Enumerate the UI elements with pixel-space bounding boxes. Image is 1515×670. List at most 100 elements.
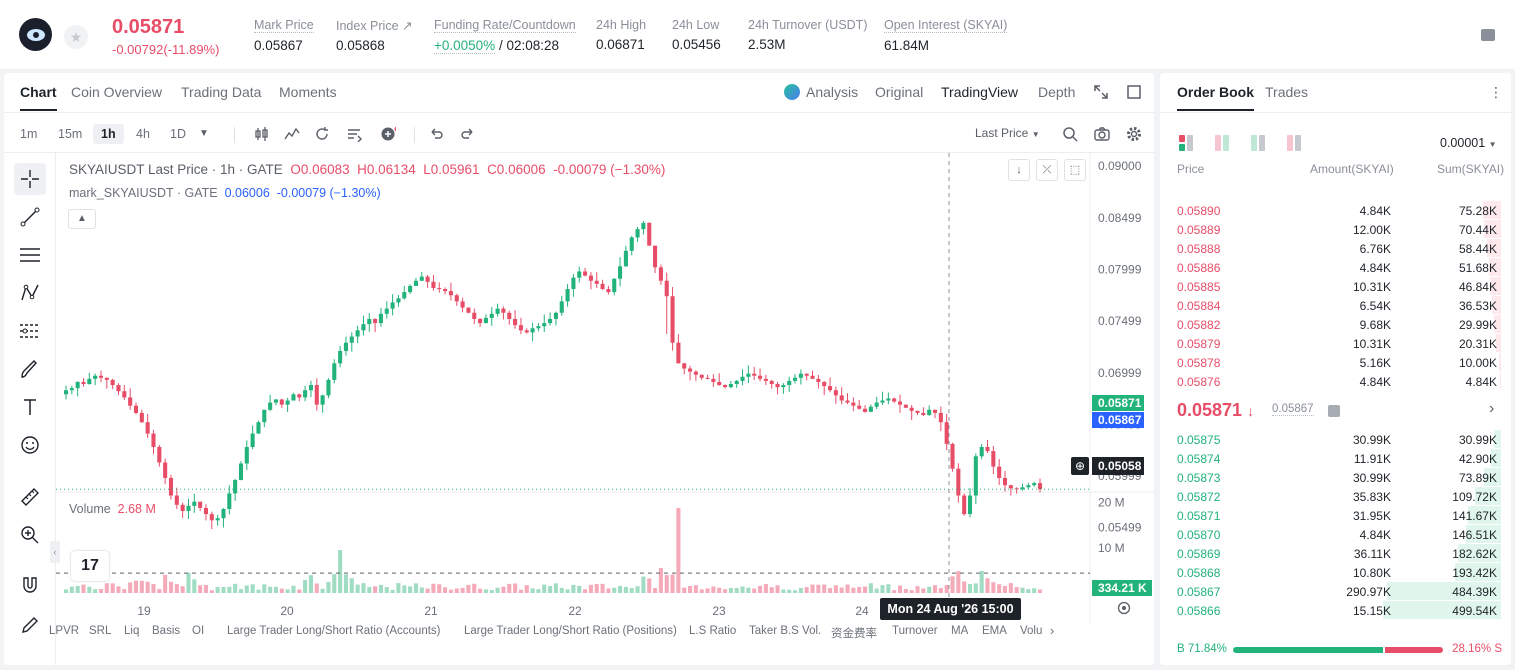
bid-row[interactable]: 0.05872 35.83K 109.72K — [1160, 487, 1511, 506]
indicator-srl[interactable]: SRL — [89, 625, 112, 637]
bid-row[interactable]: 0.05869 36.11K 182.62K — [1160, 544, 1511, 563]
notebook-icon[interactable] — [1481, 29, 1495, 41]
ruler-tool[interactable] — [14, 481, 46, 513]
view-both-icon[interactable] — [1179, 135, 1195, 151]
indicator-large-trader-positions[interactable]: Large Trader Long/Short Ratio (Positions… — [464, 625, 677, 637]
view-tradingview[interactable]: TradingView — [941, 84, 1019, 100]
chevron-right-icon[interactable]: › — [1050, 623, 1055, 638]
zoom-tool[interactable] — [14, 519, 46, 551]
indicator-liq[interactable]: Liq — [124, 625, 140, 637]
ask-row[interactable]: 0.05879 10.31K 20.31K — [1160, 334, 1511, 353]
brush-tool[interactable] — [14, 353, 46, 385]
tab-moments[interactable]: Moments — [279, 84, 337, 100]
ask-row[interactable]: 0.05889 12.00K 70.44K — [1160, 220, 1511, 239]
text-tool[interactable] — [14, 391, 46, 423]
timeframe-1m[interactable]: 1m — [20, 127, 38, 141]
more-vertical-icon[interactable]: ⋮ — [1489, 84, 1503, 100]
bid-row[interactable]: 0.05867 290.97K 484.39K — [1160, 582, 1511, 601]
redo-icon[interactable] — [460, 126, 476, 142]
price-source-dropdown[interactable]: Last Price ▼ — [975, 126, 1040, 140]
crosshair-tool[interactable] — [14, 163, 46, 195]
view-asks-icon[interactable] — [1287, 135, 1303, 151]
replay-icon[interactable] — [314, 126, 330, 142]
emoji-tool[interactable] — [14, 429, 46, 461]
bid-row[interactable]: 0.05874 11.91K 42.90K — [1160, 449, 1511, 468]
add-indicator-icon[interactable] — [380, 126, 396, 142]
bid-row[interactable]: 0.05866 15.15K 499.54K — [1160, 601, 1511, 620]
indicators-icon[interactable] — [284, 126, 300, 142]
precision-select[interactable]: 0.00001 ▼ — [1440, 136, 1497, 150]
collapse-button[interactable]: ⤫ — [1036, 159, 1058, 181]
indicator-ema[interactable]: EMA — [982, 625, 1007, 637]
timeframe-15m[interactable]: 15m — [58, 127, 83, 141]
candle-type-icon[interactable] — [254, 126, 270, 142]
view-original[interactable]: Original — [875, 84, 924, 100]
ask-row[interactable]: 0.05886 4.84K 51.68K — [1160, 258, 1511, 277]
search-icon[interactable] — [1062, 126, 1078, 142]
bid-row[interactable]: 0.05873 30.99K 73.89K — [1160, 468, 1511, 487]
bid-row[interactable]: 0.05868 10.80K 193.42K — [1160, 563, 1511, 582]
view-analysis[interactable]: Analysis — [806, 84, 859, 100]
candle-body — [612, 278, 617, 293]
view-bids-icon[interactable] — [1251, 135, 1267, 151]
ask-row[interactable]: 0.05885 10.31K 46.84K — [1160, 277, 1511, 296]
favorite-star-icon[interactable]: ★ — [64, 25, 88, 49]
view-depth[interactable]: Depth — [1038, 84, 1076, 100]
indicator-turnover[interactable]: Turnover — [892, 625, 938, 637]
edit-tool[interactable] — [14, 609, 46, 641]
settings-circle-icon[interactable] — [1117, 601, 1131, 615]
bid-row[interactable]: 0.05870 4.84K 146.51K — [1160, 525, 1511, 544]
indicator-ma[interactable]: MA — [951, 625, 969, 637]
view-split-icon[interactable] — [1215, 135, 1231, 151]
fullscreen-button[interactable]: ⬚ — [1064, 159, 1086, 181]
tab-coin-overview[interactable]: Coin Overview — [71, 84, 163, 100]
tab-chart[interactable]: Chart — [20, 84, 57, 111]
magnet-tool[interactable] — [14, 569, 46, 601]
volume-bar — [886, 584, 891, 593]
stat-funding-rate: Funding Rate/Countdown +0.0050% / 02:08:… — [434, 18, 576, 54]
indicator-lpvr[interactable]: LPVR — [49, 625, 80, 637]
indicator-basis[interactable]: Basis — [152, 625, 181, 637]
pattern-tool[interactable] — [14, 277, 46, 309]
timeframe-1h[interactable]: 1h — [93, 124, 124, 144]
chevron-right-icon[interactable]: › — [1489, 400, 1495, 417]
ask-row[interactable]: 0.05888 6.76K 58.44K — [1160, 239, 1511, 258]
gear-icon[interactable] — [1126, 126, 1142, 142]
indicator-taker-vol[interactable]: Taker B.S Vol. — [749, 625, 822, 637]
sidebar-collapse-icon[interactable]: ‹ — [50, 541, 60, 563]
window-icon[interactable] — [1127, 85, 1141, 99]
bid-row[interactable]: 0.05871 31.95K 141.67K — [1160, 506, 1511, 525]
indicator-oi[interactable]: OI — [192, 625, 205, 637]
forecast-tool[interactable] — [14, 315, 46, 347]
timeframe-dropdown-icon[interactable]: ▼ — [199, 128, 209, 139]
legend-collapse-button[interactable]: ▲ — [68, 209, 96, 229]
fib-tool[interactable] — [14, 239, 46, 271]
tab-trades[interactable]: Trades — [1265, 84, 1309, 100]
candle-body — [787, 380, 792, 386]
candlestick-chart[interactable]: 0.090000.084990.079990.074990.069990.064… — [56, 153, 1154, 623]
indicator-funding-rate[interactable]: 资金费率 — [831, 628, 877, 640]
tab-trading-data[interactable]: Trading Data — [181, 84, 262, 100]
scroll-down-button[interactable]: ↓ — [1008, 159, 1030, 181]
ask-row[interactable]: 0.05876 4.84K 4.84K — [1160, 372, 1511, 391]
ask-row[interactable]: 0.05884 6.54K 36.53K — [1160, 296, 1511, 315]
tab-order-book[interactable]: Order Book — [1177, 84, 1255, 111]
analysis-icon[interactable] — [784, 84, 800, 100]
camera-icon[interactable] — [1094, 126, 1110, 142]
trendline-tool[interactable] — [14, 201, 46, 233]
stat-index-price[interactable]: Index Price ↗ 0.05868 — [336, 19, 413, 53]
templates-icon[interactable] — [346, 126, 362, 142]
indicator-ls-ratio[interactable]: L.S Ratio — [689, 625, 737, 637]
ask-row[interactable]: 0.05890 4.84K 75.28K — [1160, 201, 1511, 220]
timeframe-4h[interactable]: 4h — [136, 127, 150, 141]
indicator-volume[interactable]: Volu — [1020, 625, 1043, 637]
ask-row[interactable]: 0.05878 5.16K 10.00K — [1160, 353, 1511, 372]
timeframe-1d[interactable]: 1D — [170, 127, 186, 141]
info-icon[interactable] — [1328, 405, 1340, 417]
ask-row[interactable]: 0.05882 9.68K 29.99K — [1160, 315, 1511, 334]
add-alert-icon[interactable]: ⊕ — [1071, 457, 1089, 475]
bid-row[interactable]: 0.05875 30.99K 30.99K — [1160, 430, 1511, 449]
expand-icon[interactable] — [1094, 85, 1108, 99]
undo-icon[interactable] — [428, 126, 444, 142]
indicator-large-trader-accounts[interactable]: Large Trader Long/Short Ratio (Accounts) — [227, 625, 441, 637]
